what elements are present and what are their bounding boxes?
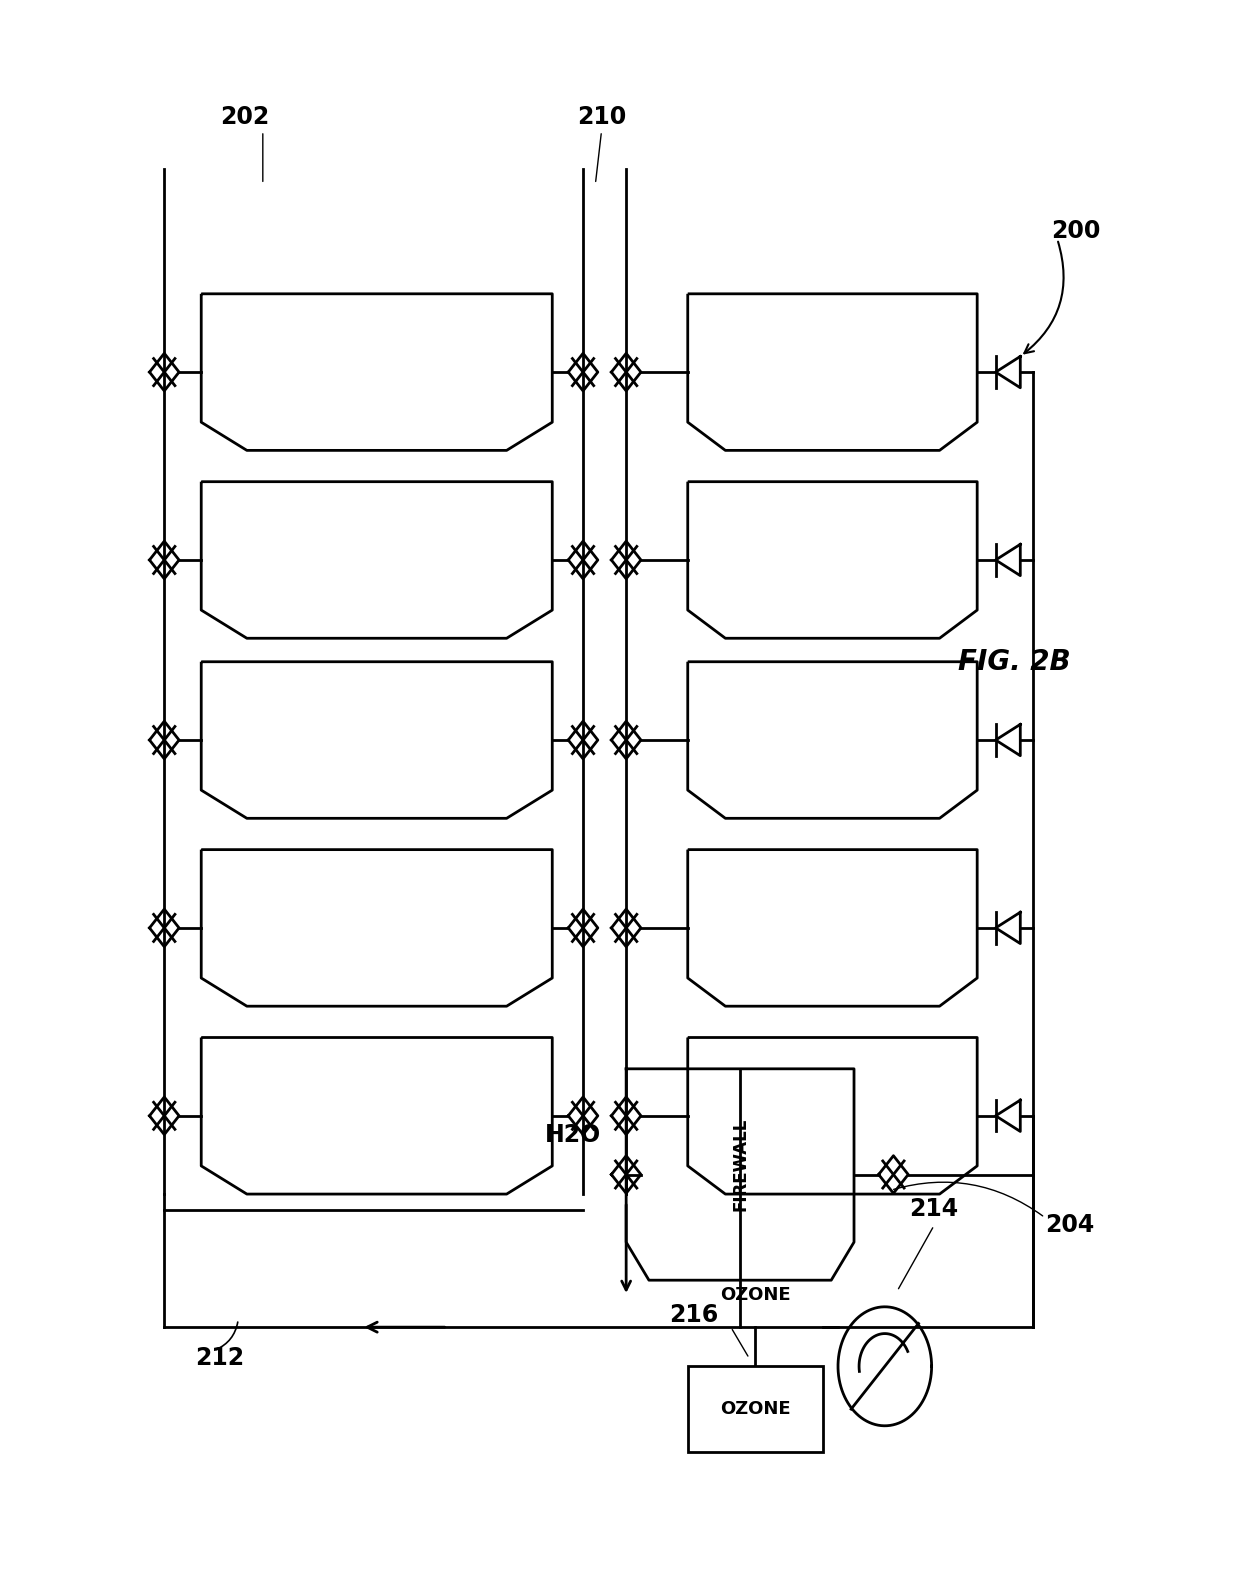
Text: FIG. 2B: FIG. 2B (957, 648, 1070, 675)
Text: OZONE: OZONE (720, 1401, 791, 1418)
Text: 210: 210 (577, 105, 626, 129)
Text: 216: 216 (670, 1303, 718, 1327)
Text: H2O: H2O (546, 1124, 601, 1147)
Bar (688, 1366, 823, 1453)
Text: OZONE: OZONE (720, 1286, 791, 1303)
Text: FIREWALL: FIREWALL (732, 1118, 749, 1210)
Text: 202: 202 (219, 105, 269, 129)
Text: 212: 212 (195, 1346, 244, 1371)
Text: 214: 214 (909, 1196, 959, 1221)
Text: 200: 200 (1052, 219, 1100, 244)
Text: 204: 204 (1045, 1214, 1094, 1237)
